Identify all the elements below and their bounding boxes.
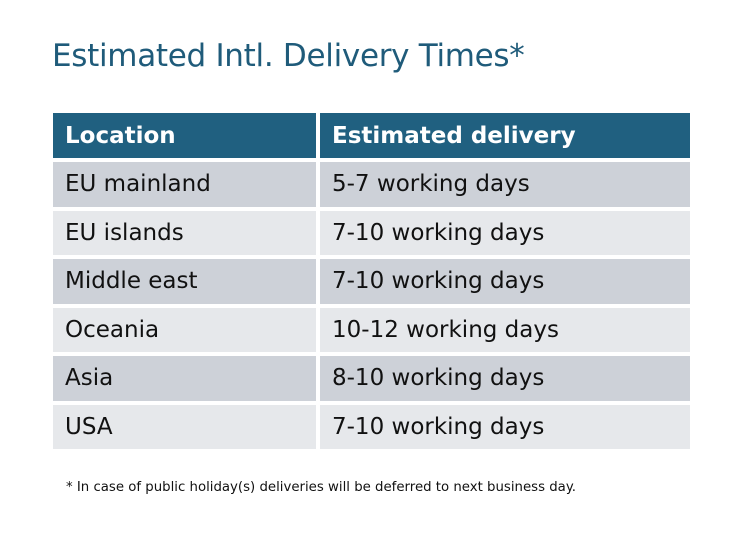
table-header-row: Location Estimated delivery bbox=[53, 113, 690, 158]
page-title: Estimated Intl. Delivery Times* bbox=[52, 38, 525, 74]
location-cell: Asia bbox=[53, 356, 316, 401]
location-cell: Middle east bbox=[53, 259, 316, 304]
table-row: Asia 8-10 working days bbox=[53, 356, 690, 401]
header-estimated-delivery: Estimated delivery bbox=[320, 113, 690, 158]
table-row: Middle east 7-10 working days bbox=[53, 259, 690, 304]
footnote: * In case of public holiday(s) deliverie… bbox=[66, 480, 577, 495]
delivery-table: Location Estimated delivery EU mainland … bbox=[49, 109, 694, 453]
table-row: Oceania 10-12 working days bbox=[53, 307, 690, 352]
table-row: EU mainland 5-7 working days bbox=[53, 162, 690, 207]
delivery-cell: 7-10 working days bbox=[320, 210, 690, 255]
delivery-cell: 10-12 working days bbox=[320, 307, 690, 352]
location-cell: EU islands bbox=[53, 210, 316, 255]
table-row: USA 7-10 working days bbox=[53, 404, 690, 449]
delivery-cell: 5-7 working days bbox=[320, 162, 690, 207]
delivery-cell: 7-10 working days bbox=[320, 259, 690, 304]
table-row: EU islands 7-10 working days bbox=[53, 210, 690, 255]
location-cell: Oceania bbox=[53, 307, 316, 352]
delivery-cell: 8-10 working days bbox=[320, 356, 690, 401]
delivery-cell: 7-10 working days bbox=[320, 404, 690, 449]
location-cell: EU mainland bbox=[53, 162, 316, 207]
header-location: Location bbox=[53, 113, 316, 158]
location-cell: USA bbox=[53, 404, 316, 449]
